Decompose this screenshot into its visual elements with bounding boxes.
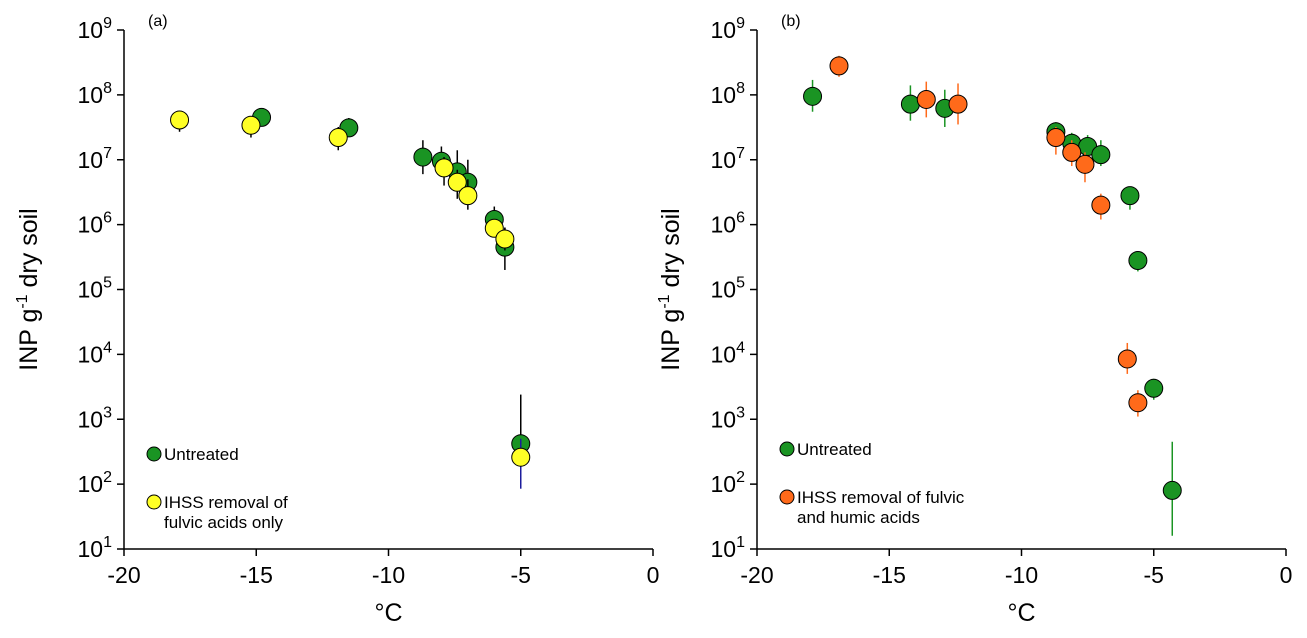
x-tick-label: -10 bbox=[372, 562, 405, 588]
series-untreated bbox=[252, 107, 531, 488]
data-point bbox=[1062, 142, 1082, 162]
y-tick-label: 101 bbox=[78, 534, 113, 562]
data-point bbox=[1162, 480, 1182, 500]
x-tick-label: -5 bbox=[511, 562, 531, 588]
y-tick-label: 106 bbox=[78, 210, 113, 238]
y-tick-label: 104 bbox=[78, 339, 113, 367]
y-tick-label: 105 bbox=[711, 275, 746, 303]
data-point bbox=[458, 186, 478, 206]
x-tick-label: -20 bbox=[107, 562, 140, 588]
chart-panel-b: 101 102 103 104 105 106 107 108 109 -20 -15 -10 -5 0 °… bbox=[656, 13, 1292, 627]
y-axis-title: INP g-1 dry soil bbox=[14, 208, 43, 370]
data-point bbox=[447, 172, 467, 192]
panel-label: (b) bbox=[781, 13, 801, 30]
data-point bbox=[829, 56, 849, 76]
data-point bbox=[916, 89, 936, 109]
y-tick-label: 105 bbox=[78, 275, 113, 303]
legend-marker bbox=[146, 446, 162, 462]
data-point bbox=[1128, 250, 1148, 270]
data-point bbox=[1144, 378, 1164, 398]
data-point bbox=[413, 147, 433, 167]
y-tick-label: 102 bbox=[711, 469, 746, 497]
x-tick-label: -10 bbox=[1005, 562, 1038, 588]
legend-marker bbox=[779, 441, 795, 457]
chart-panel-a: 101 102 103 104 105 106 107 108 109 -20 -15 -10 -5 0 °… bbox=[14, 13, 659, 627]
series-ihss-removal bbox=[829, 55, 1148, 417]
series-untreated bbox=[803, 79, 1182, 536]
y-tick-label: 107 bbox=[711, 145, 746, 173]
series-ihss-removal bbox=[170, 110, 531, 489]
legend-label: fulvic acids only bbox=[164, 513, 284, 532]
y-tick-label: 108 bbox=[711, 80, 746, 108]
x-tick-label: 0 bbox=[1280, 562, 1293, 588]
data-point bbox=[948, 94, 968, 114]
data-point bbox=[1046, 128, 1066, 148]
data-point bbox=[511, 447, 531, 467]
y-tick-label: 109 bbox=[78, 15, 113, 43]
data-point bbox=[495, 229, 515, 249]
y-tick-label: 106 bbox=[711, 210, 746, 238]
legend-label: and humic acids bbox=[797, 508, 920, 527]
y-tick-label: 103 bbox=[711, 404, 746, 432]
y-axis-title: INP g-1 dry soil bbox=[656, 208, 685, 370]
y-tick-label: 109 bbox=[711, 15, 746, 43]
data-point bbox=[170, 110, 190, 130]
legend-label: Untreated bbox=[797, 440, 872, 459]
y-tick-label: 102 bbox=[78, 469, 113, 497]
data-point bbox=[1128, 393, 1148, 413]
legend-label: Untreated bbox=[164, 445, 239, 464]
data-point bbox=[434, 158, 454, 178]
panel-label: (a) bbox=[148, 13, 168, 30]
data-point bbox=[900, 94, 920, 114]
x-tick-label: -15 bbox=[873, 562, 906, 588]
x-tick-label: 0 bbox=[647, 562, 660, 588]
data-point bbox=[1075, 154, 1095, 174]
data-point bbox=[1120, 186, 1140, 206]
y-tick-label: 103 bbox=[78, 404, 113, 432]
y-tick-label: 104 bbox=[711, 339, 746, 367]
x-tick-label: -20 bbox=[740, 562, 773, 588]
data-point bbox=[241, 115, 261, 135]
y-tick-label: 107 bbox=[78, 145, 113, 173]
legend-label: IHSS removal of bbox=[164, 493, 288, 512]
data-point bbox=[1091, 145, 1111, 165]
legend-marker bbox=[779, 489, 795, 505]
x-tick-label: -5 bbox=[1144, 562, 1164, 588]
x-axis-title: °C bbox=[1007, 599, 1035, 627]
data-point bbox=[328, 128, 348, 148]
legend-label: IHSS removal of fulvic bbox=[797, 488, 965, 507]
legend-marker bbox=[146, 494, 162, 510]
data-point bbox=[1091, 195, 1111, 215]
data-point bbox=[803, 86, 823, 106]
y-tick-label: 108 bbox=[78, 80, 113, 108]
x-tick-label: -15 bbox=[240, 562, 273, 588]
data-point bbox=[1117, 349, 1137, 369]
y-tick-label: 101 bbox=[711, 534, 746, 562]
x-axis-title: °C bbox=[374, 599, 402, 627]
